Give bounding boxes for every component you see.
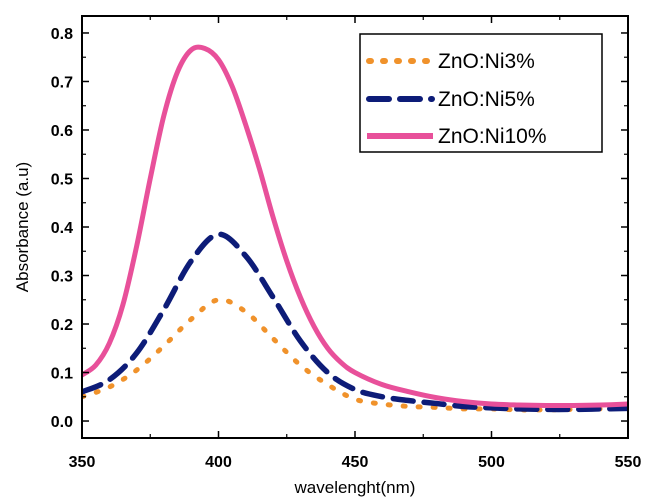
y-tick-label: 0.5 — [51, 171, 73, 188]
y-tick-label: 0.1 — [51, 366, 73, 383]
axis-ticks: 350 400 450 500 550 0.0 0.1 0.2 0.3 0.4 0.5 0.6 0.7 0… — [51, 16, 642, 471]
x-tick-label: 400 — [205, 454, 232, 471]
x-tick-label: 350 — [69, 454, 96, 471]
legend: ZnO:Ni3% ZnO:Ni5% ZnO:Ni10% — [359, 33, 603, 153]
y-tick-label: 0.4 — [51, 220, 73, 237]
series-line-zno-ni10 — [82, 44, 628, 409]
y-tick-label: 0.7 — [51, 74, 73, 91]
legend-label-zno-ni5: ZnO:Ni5% — [438, 88, 535, 111]
y-axis-title: Absorbance (a.u) — [13, 162, 32, 292]
legend-box — [359, 33, 603, 153]
x-tick-label: 500 — [478, 454, 505, 471]
x-tick-label: 550 — [615, 454, 642, 471]
y-tick-label: 0.0 — [51, 414, 73, 431]
y-tick-label: 0.2 — [51, 317, 73, 334]
y-tick-label: 0.6 — [51, 123, 73, 140]
x-axis-title: wavelenght(nm) — [294, 478, 416, 497]
legend-label-zno-ni10: ZnO:Ni10% — [438, 125, 547, 148]
plot-lines — [82, 44, 628, 413]
legend-label-zno-ni3: ZnO:Ni3% — [438, 50, 535, 73]
series-line-zno-ni5 — [82, 231, 628, 413]
y-tick-label: 0.8 — [51, 26, 73, 43]
y-tick-label: 0.3 — [51, 269, 73, 286]
x-tick-label: 450 — [342, 454, 369, 471]
